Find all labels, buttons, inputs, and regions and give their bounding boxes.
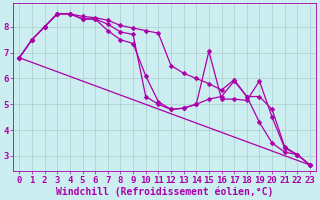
X-axis label: Windchill (Refroidissement éolien,°C): Windchill (Refroidissement éolien,°C) xyxy=(56,186,273,197)
